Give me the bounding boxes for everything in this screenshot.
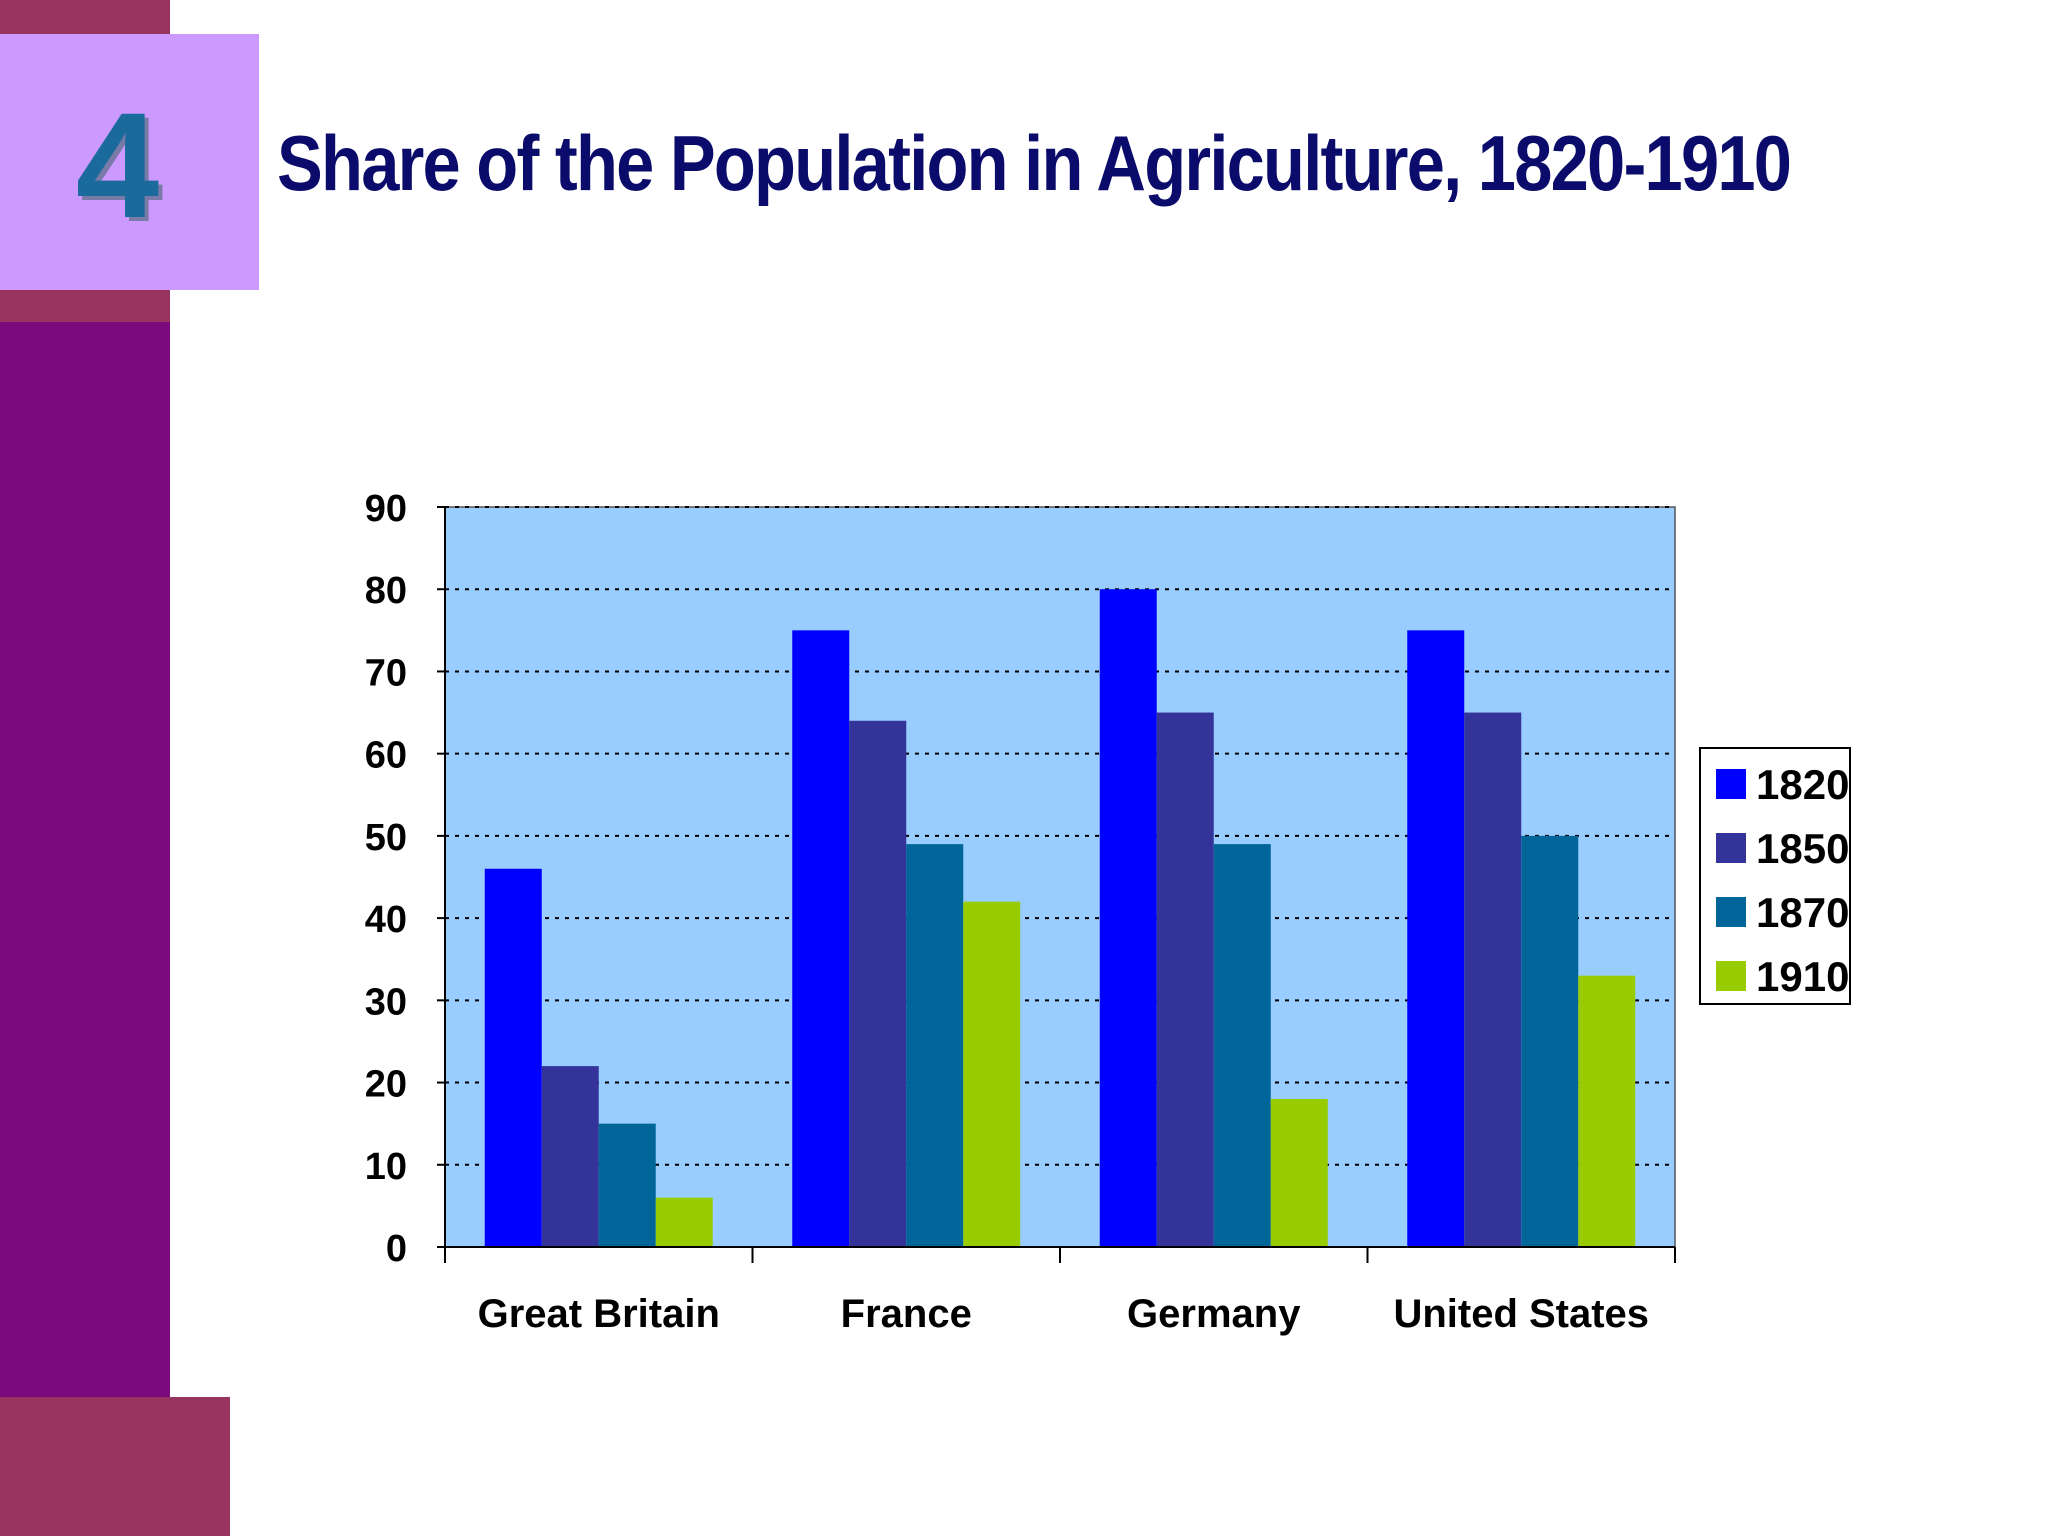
sidebar-middle-band <box>0 290 170 322</box>
x-tick-label: United States <box>1393 1292 1649 1336</box>
legend-label-1910: 1910 <box>1756 953 1849 1000</box>
legend-label-1850: 1850 <box>1756 825 1849 872</box>
bar-1870-united-states <box>1521 835 1579 1247</box>
bar-1870-great-britain <box>598 1123 656 1247</box>
y-tick-label: 20 <box>365 1064 407 1106</box>
y-tick-label: 70 <box>365 652 407 694</box>
legend-swatch-1910 <box>1716 961 1746 991</box>
legend-label-1870: 1870 <box>1756 889 1849 936</box>
bar-1850-france <box>849 720 907 1247</box>
y-tick-label: 40 <box>365 899 407 941</box>
y-tick-label: 50 <box>365 817 407 859</box>
bar-1910-great-britain <box>655 1197 713 1247</box>
bar-1910-united-states <box>1578 975 1636 1247</box>
sidebar-bottom-block <box>0 1397 230 1536</box>
bar-1820-great-britain <box>484 868 542 1247</box>
slide-title: Share of the Population in Agriculture, … <box>277 119 1792 207</box>
slide-number-badge: 4 <box>0 34 259 290</box>
y-tick-label: 30 <box>365 981 407 1023</box>
sidebar-top-band <box>0 0 170 34</box>
bar-1870-germany <box>1213 844 1271 1247</box>
bar-1820-united-states <box>1407 630 1465 1247</box>
y-tick-label: 0 <box>386 1228 407 1270</box>
bar-1820-germany <box>1099 589 1157 1247</box>
bar-1850-great-britain <box>541 1066 599 1247</box>
bar-1850-germany <box>1156 712 1214 1247</box>
y-tick-label: 90 <box>365 488 407 530</box>
slide-number: 4 <box>75 81 160 249</box>
bar-1850-united-states <box>1464 712 1522 1247</box>
legend-swatch-1820 <box>1716 769 1746 799</box>
bars <box>484 589 1636 1247</box>
bar-1910-france <box>963 901 1021 1247</box>
axes: 0 10 20 30 40 50 60 70 80 90 Great Britain France Ge… <box>365 488 1676 1336</box>
legend-swatch-1850 <box>1716 833 1746 863</box>
legend-swatch-1870 <box>1716 897 1746 927</box>
y-tick-label: 60 <box>365 735 407 777</box>
x-tick-label: Germany <box>1127 1292 1301 1336</box>
x-tick-label: France <box>841 1292 972 1336</box>
bar-1870-france <box>906 844 964 1247</box>
y-tick-label: 10 <box>365 1146 407 1188</box>
legend-label-1820: 1820 <box>1756 761 1849 808</box>
legend: 1820 1850 1870 1910 <box>1699 747 1851 1005</box>
x-tick-label: Great Britain <box>478 1292 720 1336</box>
y-tick-label: 80 <box>365 570 407 612</box>
bar-1820-france <box>792 630 850 1247</box>
bar-1910-germany <box>1270 1099 1328 1247</box>
